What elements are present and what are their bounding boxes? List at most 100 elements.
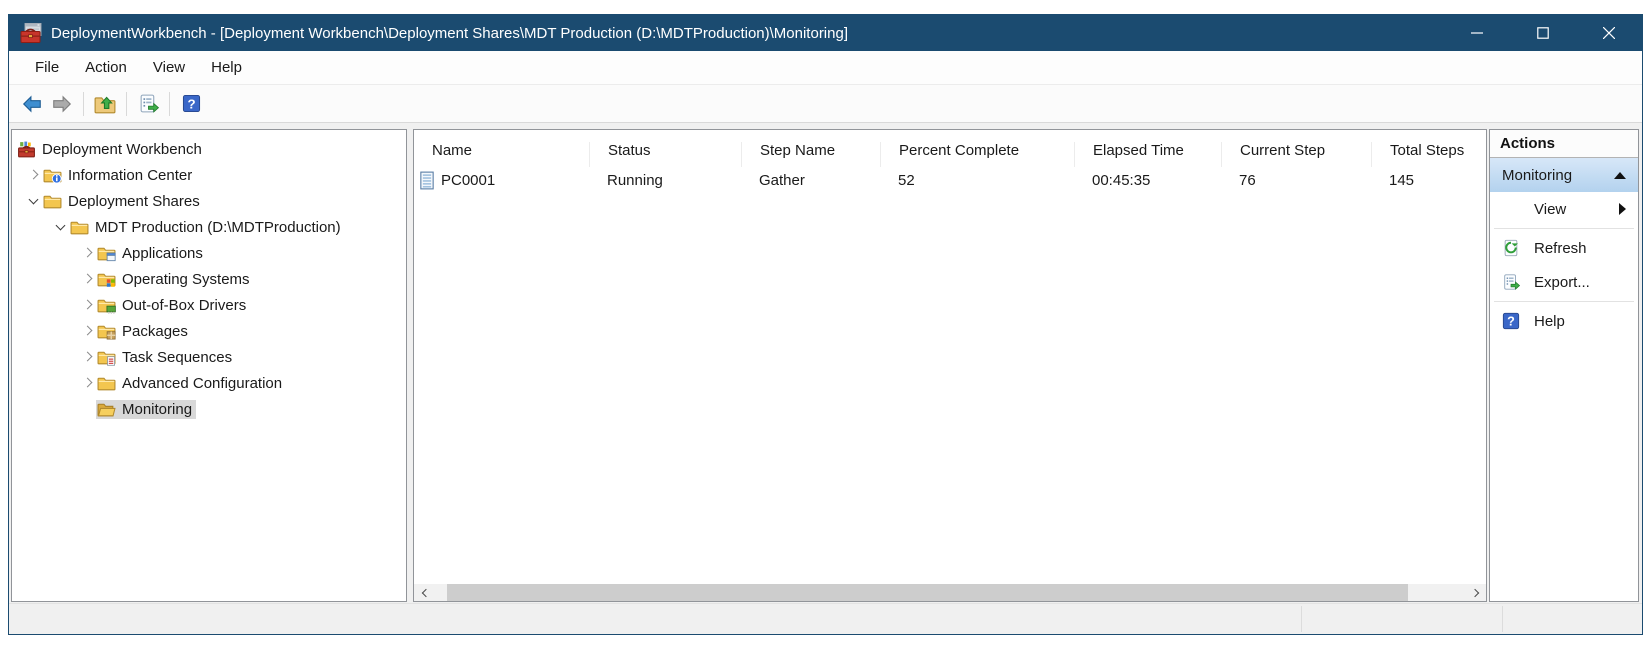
tree-item-label: Task Sequences bbox=[122, 348, 233, 366]
action-export[interactable]: Export... bbox=[1490, 265, 1638, 299]
actions-group-label: Monitoring bbox=[1502, 166, 1573, 184]
tree-item-label: Packages bbox=[122, 322, 188, 340]
maximize-button[interactable] bbox=[1510, 15, 1576, 51]
chevron-left-icon bbox=[421, 588, 430, 597]
column-header-current-step[interactable]: Current Step bbox=[1221, 142, 1371, 167]
column-header-elapsed-time[interactable]: Elapsed Time bbox=[1074, 142, 1221, 167]
action-label: View bbox=[1534, 200, 1567, 218]
folder-icon bbox=[97, 375, 116, 392]
minimize-button[interactable] bbox=[1444, 15, 1510, 51]
cell-total-steps: 145 bbox=[1389, 172, 1415, 189]
cell-elapsed-time: 00:45:35 bbox=[1092, 172, 1151, 189]
maximize-icon bbox=[1537, 27, 1549, 39]
export-list-button[interactable] bbox=[133, 90, 163, 118]
toolbar bbox=[9, 85, 1642, 123]
scroll-right-button[interactable] bbox=[1466, 584, 1486, 601]
tree-item-label: MDT Production (D:\MDTProduction) bbox=[95, 218, 341, 236]
chevron-right-icon[interactable] bbox=[80, 297, 96, 313]
content-area: Deployment Workbench Information Center … bbox=[9, 123, 1642, 603]
chevron-right-icon[interactable] bbox=[80, 323, 96, 339]
tree-item-task-sequences[interactable]: Task Sequences bbox=[12, 344, 406, 370]
menu-bar: File Action View Help bbox=[9, 51, 1642, 85]
chevron-down-icon[interactable] bbox=[53, 219, 69, 235]
up-one-level-folder-icon bbox=[94, 93, 116, 115]
folder-icon bbox=[43, 193, 62, 210]
tree-item-information-center[interactable]: Information Center bbox=[12, 162, 406, 188]
horizontal-scrollbar[interactable] bbox=[414, 584, 1486, 601]
folder-open-icon bbox=[97, 401, 116, 418]
column-header-total-steps[interactable]: Total Steps bbox=[1371, 142, 1486, 167]
actions-separator bbox=[1494, 228, 1634, 229]
column-header-name[interactable]: Name bbox=[432, 142, 473, 159]
actions-group-monitoring[interactable]: Monitoring bbox=[1490, 158, 1638, 192]
results-list-pane: Name Status Step Name Percent Complete E… bbox=[413, 129, 1487, 602]
export-list-icon bbox=[1502, 273, 1520, 291]
folder-info-icon bbox=[43, 167, 62, 184]
tree-item-label: Information Center bbox=[68, 166, 193, 184]
workbench-icon bbox=[17, 141, 36, 158]
table-row[interactable]: PC0001 Running Gather 52 00:45:35 76 145 bbox=[414, 167, 1486, 194]
submenu-triangle-icon bbox=[1619, 203, 1626, 215]
chevron-placeholder bbox=[80, 401, 96, 417]
refresh-icon bbox=[1502, 239, 1520, 257]
action-refresh[interactable]: Refresh bbox=[1490, 231, 1638, 265]
tree-item-label: Deployment Shares bbox=[68, 192, 200, 210]
toolbar-separator bbox=[169, 91, 170, 116]
action-label: Help bbox=[1534, 312, 1565, 330]
up-one-level-button[interactable] bbox=[90, 90, 120, 118]
tree-item-monitoring[interactable]: Monitoring bbox=[12, 396, 406, 422]
window-title: DeploymentWorkbench - [Deployment Workbe… bbox=[51, 24, 848, 42]
tree-item-packages[interactable]: Packages bbox=[12, 318, 406, 344]
menu-help[interactable]: Help bbox=[211, 59, 242, 76]
export-list-icon bbox=[138, 93, 159, 114]
app-window: DeploymentWorkbench - [Deployment Workbe… bbox=[8, 14, 1643, 635]
tree-item-advanced-configuration[interactable]: Advanced Configuration bbox=[12, 370, 406, 396]
tree-item-label: Operating Systems bbox=[122, 270, 250, 288]
cell-status: Running bbox=[607, 172, 663, 189]
column-header-status[interactable]: Status bbox=[589, 142, 741, 167]
chevron-right-icon[interactable] bbox=[26, 167, 42, 183]
close-button[interactable] bbox=[1576, 15, 1642, 51]
help-button[interactable] bbox=[176, 90, 206, 118]
back-button[interactable] bbox=[17, 90, 47, 118]
icon-spacer bbox=[1502, 200, 1520, 218]
cell-current-step: 76 bbox=[1239, 172, 1256, 189]
chevron-right-icon[interactable] bbox=[80, 271, 96, 287]
folder-os-icon bbox=[97, 271, 116, 288]
action-help[interactable]: Help bbox=[1490, 304, 1638, 338]
tree-item-deployment-shares[interactable]: Deployment Shares bbox=[12, 188, 406, 214]
chevron-right-icon[interactable] bbox=[80, 245, 96, 261]
statusbar-separator bbox=[1502, 606, 1503, 632]
forward-button[interactable] bbox=[47, 90, 77, 118]
action-view[interactable]: View bbox=[1490, 192, 1638, 226]
console-tree-pane: Deployment Workbench Information Center … bbox=[11, 129, 407, 602]
tree-item-label: Applications bbox=[122, 244, 203, 262]
column-header-percent-complete[interactable]: Percent Complete bbox=[880, 142, 1074, 167]
cell-percent-complete: 52 bbox=[898, 172, 915, 189]
action-label: Refresh bbox=[1534, 239, 1587, 257]
collapse-triangle-icon bbox=[1614, 171, 1626, 179]
tree-item-label: Advanced Configuration bbox=[122, 374, 283, 392]
chevron-right-icon[interactable] bbox=[80, 349, 96, 365]
chevron-down-icon[interactable] bbox=[26, 193, 42, 209]
toolbar-separator bbox=[83, 91, 84, 116]
menu-view[interactable]: View bbox=[152, 59, 186, 76]
column-header-step-name[interactable]: Step Name bbox=[741, 142, 880, 167]
tree-item-mdt-production[interactable]: MDT Production (D:\MDTProduction) bbox=[12, 214, 406, 240]
tree-item-operating-systems[interactable]: Operating Systems bbox=[12, 266, 406, 292]
menu-file[interactable]: File bbox=[35, 59, 60, 76]
action-label: Export... bbox=[1534, 273, 1590, 291]
title-bar: DeploymentWorkbench - [Deployment Workbe… bbox=[9, 15, 1642, 51]
scrollbar-thumb[interactable] bbox=[447, 584, 1408, 601]
menu-action[interactable]: Action bbox=[85, 59, 127, 76]
tree-item-applications[interactable]: Applications bbox=[12, 240, 406, 266]
folder-app-icon bbox=[97, 245, 116, 262]
cell-step-name: Gather bbox=[759, 172, 805, 189]
tree-item-deployment-workbench[interactable]: Deployment Workbench bbox=[12, 136, 406, 162]
chevron-right-icon[interactable] bbox=[80, 375, 96, 391]
close-icon bbox=[1603, 27, 1615, 39]
scroll-left-button[interactable] bbox=[414, 584, 434, 601]
tree-item-label: Deployment Workbench bbox=[42, 140, 202, 158]
tree-item-out-of-box-drivers[interactable]: Out-of-Box Drivers bbox=[12, 292, 406, 318]
actions-pane-title: Actions bbox=[1490, 130, 1638, 158]
